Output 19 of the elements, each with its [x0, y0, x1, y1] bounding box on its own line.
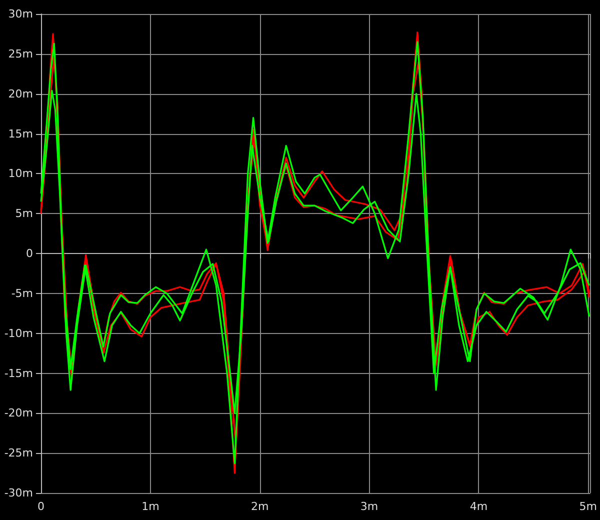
y-tick-label: 5m [15, 207, 33, 220]
y-tick-label: 25m [8, 47, 33, 60]
x-tick-label: 4m [470, 500, 488, 513]
y-tick-label: -25m [4, 446, 33, 460]
x-tick-label: 2m [251, 500, 269, 513]
y-tick-label: 0 [26, 247, 33, 260]
x-tick-label: 5m [579, 500, 598, 513]
y-tick-label: 30m [8, 8, 33, 20]
x-tick-label: 3m [360, 500, 378, 513]
y-tick-label: -30m [4, 486, 33, 500]
x-tick-label: 0 [38, 500, 44, 513]
y-tick-label: 15m [8, 127, 33, 140]
y-tick-label: -15m [4, 366, 33, 380]
y-tick-label: -5m [11, 286, 33, 300]
y-tick-label: 20m [8, 87, 33, 100]
x-tick-label: 1m [142, 500, 160, 513]
y-tick-label: -20m [4, 406, 33, 420]
y-tick-label: 10m [8, 167, 33, 180]
y-tick-label: -10m [4, 326, 33, 340]
